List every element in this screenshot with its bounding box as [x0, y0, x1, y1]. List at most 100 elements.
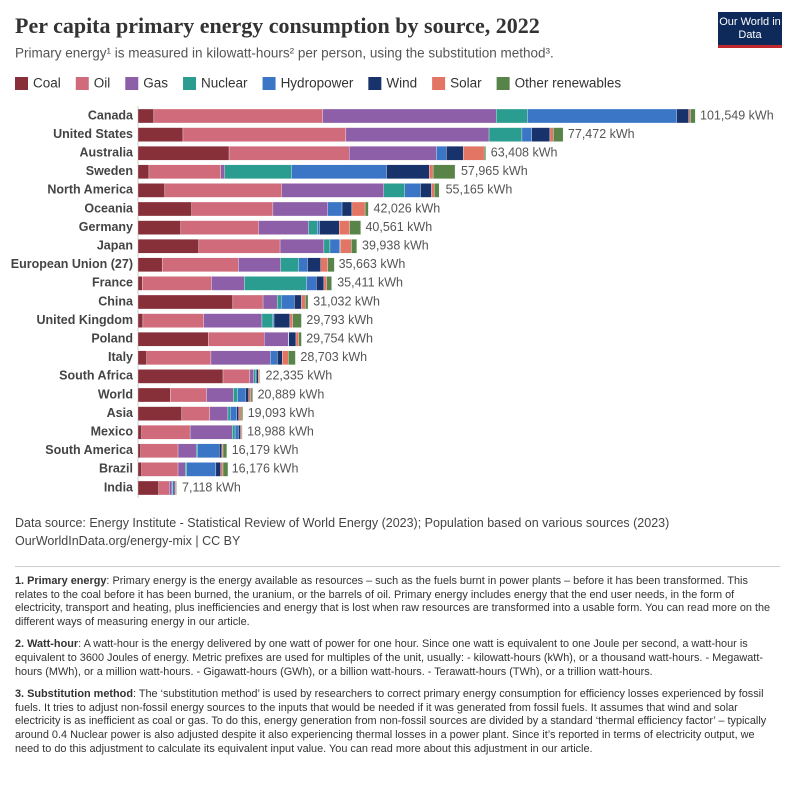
bar-segment: [249, 369, 254, 384]
bar-segment: [209, 406, 229, 421]
bar-segment: [234, 425, 239, 440]
total-label: 7,118 kWh: [182, 480, 241, 494]
bar-segment: [203, 313, 263, 328]
bar-segment: [323, 276, 327, 291]
bar-segment: [250, 387, 253, 403]
bar-segment: [340, 239, 352, 254]
legend-swatch: [368, 77, 382, 90]
bar-segment: [273, 313, 291, 328]
bar-segment: [279, 239, 325, 254]
bar-segment: [161, 257, 239, 272]
footnote-label: 2. Watt-hour: [15, 638, 79, 651]
bar-segment: [220, 164, 225, 179]
bar-segment: [420, 183, 432, 198]
bar-segment: [301, 294, 306, 310]
bar-segment: [137, 220, 181, 235]
bar-segment: [224, 164, 292, 179]
bar-segment: [137, 480, 159, 496]
bar-segment: [229, 406, 237, 421]
bar-segment: [238, 425, 241, 440]
bar-segment: [386, 164, 430, 179]
y-tick-label: European Union (27): [11, 257, 133, 271]
bar-segment: [206, 387, 234, 403]
footnote-text: : Primary energy is the energy available…: [15, 575, 771, 628]
bar-segment: [270, 350, 278, 365]
bar-segment: [364, 201, 369, 217]
bar-segment: [527, 108, 677, 124]
bar-segment: [281, 294, 295, 310]
y-tick-label: China: [98, 294, 134, 308]
legend-label: Nuclear: [201, 76, 248, 91]
bar-segment: [446, 146, 464, 161]
bar-segment: [259, 369, 261, 384]
bar-segment: [137, 425, 142, 440]
bar-segment: [164, 183, 282, 198]
bar-segment: [431, 183, 435, 198]
bar-segment: [137, 462, 142, 477]
y-tick-label: Mexico: [91, 424, 134, 438]
bar-segment: [531, 127, 551, 142]
bar-segment: [240, 406, 243, 421]
bar-segment: [429, 164, 434, 179]
bar-segment: [177, 462, 186, 477]
bar-segment: [327, 257, 335, 272]
bar-segment: [186, 462, 217, 477]
bar-segment: [220, 462, 224, 477]
bar-segment: [137, 127, 184, 142]
total-label: 57,965 kWh: [461, 164, 528, 178]
bar-segment: [185, 462, 187, 477]
total-label: 16,176 kWh: [232, 462, 299, 476]
legend-swatch: [75, 77, 89, 90]
bar-segment: [170, 387, 207, 403]
total-label: 19,093 kWh: [248, 406, 315, 420]
total-label: 35,663 kWh: [339, 257, 406, 271]
bar-segment: [345, 127, 490, 142]
bar-segment: [496, 108, 528, 124]
total-label: 35,411 kWh: [337, 276, 403, 290]
bar-segment: [488, 127, 523, 142]
bar-segment: [137, 443, 141, 458]
total-label: 16,179 kWh: [232, 443, 299, 457]
bar-segment: [676, 108, 689, 124]
total-label: 29,793 kWh: [306, 313, 373, 327]
bar-segment: [153, 108, 323, 124]
bar-segment: [177, 443, 197, 458]
bar-segment: [141, 425, 191, 440]
bar-segment: [326, 276, 332, 291]
bar-segment: [436, 146, 447, 161]
bar-segment: [294, 294, 302, 310]
source-text: Data source: Energy Institute - Statisti…: [15, 516, 670, 530]
legend-swatch: [262, 77, 276, 90]
source-link[interactable]: OurWorldInData.org/energy-mix | CC BY: [15, 534, 241, 548]
bar-segment: [241, 425, 243, 440]
footnote: 1. Primary energy: Primary energy is the…: [15, 575, 780, 629]
bar-segment: [292, 313, 302, 328]
bar-segment: [175, 480, 177, 496]
bar-segment: [176, 480, 178, 496]
bar-segment: [137, 387, 171, 403]
bar-segment: [339, 220, 350, 235]
y-tick-label: Sweden: [86, 164, 133, 178]
total-label: 39,938 kWh: [362, 238, 429, 252]
legend-label: Gas: [143, 76, 168, 91]
bar-segment: [208, 332, 265, 347]
y-tick-label: South America: [45, 443, 134, 457]
total-label: 31,032 kWh: [313, 294, 380, 308]
footnote: 2. Watt-hour: A watt-hour is the energy …: [15, 638, 780, 679]
bar-segment: [137, 108, 155, 124]
total-label: 42,026 kWh: [374, 201, 441, 215]
logo[interactable]: Our World in Data: [718, 12, 782, 48]
bar-segment: [272, 201, 328, 217]
bar-segment: [549, 127, 554, 142]
bar-segment: [298, 332, 302, 347]
bar-segment: [137, 369, 224, 384]
chart-subtitle: Primary energy¹ is measured in kilowatt-…: [15, 46, 554, 61]
footnote-label: 3. Substitution method: [15, 688, 133, 701]
bar-segment: [521, 127, 532, 142]
y-tick-label: Australia: [80, 145, 135, 159]
bar-segment: [316, 276, 325, 291]
legend: Coal Oil Gas Nuclear Hydropower Wind Solar Othe…: [15, 76, 621, 91]
bar-segment: [305, 294, 309, 310]
bar-segment: [295, 332, 299, 347]
